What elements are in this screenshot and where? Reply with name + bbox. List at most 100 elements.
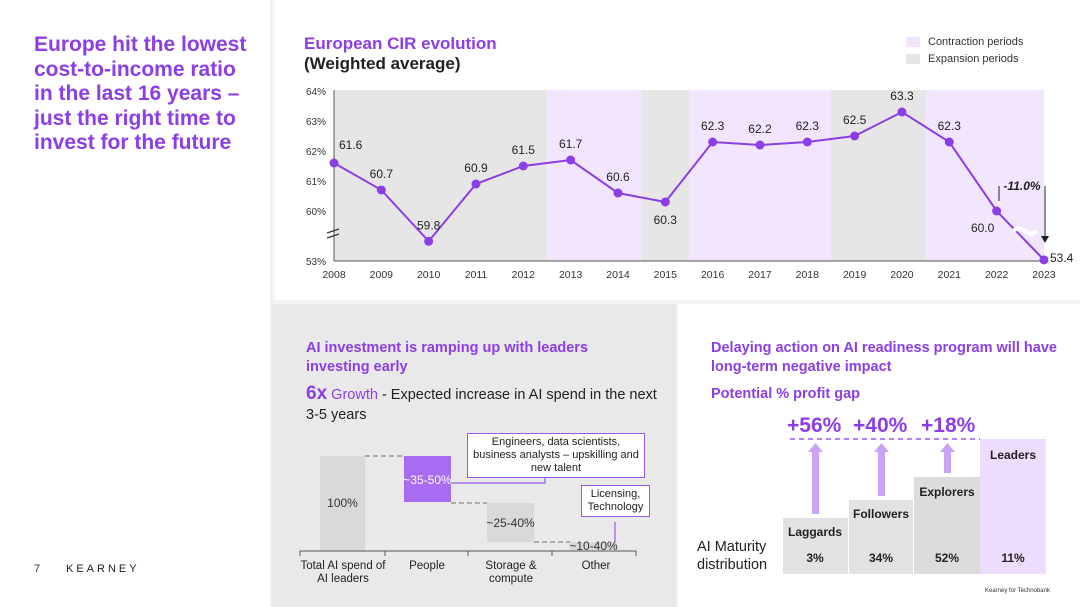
- maturity-bar: [914, 477, 980, 574]
- data-point: [802, 137, 812, 147]
- y-tick-label: 63%: [306, 117, 326, 128]
- gap-arrow-shaft: [812, 452, 819, 514]
- data-label: 60.7: [370, 167, 394, 181]
- data-label: 62.3: [796, 119, 820, 133]
- share-laggards: 3%: [806, 551, 824, 565]
- waterfall-value-label: ~25-40%: [486, 516, 535, 530]
- growth-multiplier: 6x: [306, 383, 328, 404]
- other-callout: Licensing, Technology: [581, 485, 650, 517]
- x-tick-label: 2018: [796, 269, 820, 281]
- brand-logo: KEARNEY: [66, 563, 140, 575]
- legend-contraction: Contraction periods: [906, 33, 1023, 50]
- gap-arrow-shaft: [944, 452, 951, 473]
- data-label: 63.3: [890, 89, 914, 103]
- data-point: [424, 236, 434, 246]
- maturity-bar: [783, 518, 848, 574]
- axis-break-icon: [326, 228, 340, 239]
- period-band-contraction: [925, 90, 1044, 261]
- ai-investment-title: AI investment is ramping up with leaders…: [306, 340, 589, 375]
- x-tick-label: 2023: [1032, 269, 1056, 281]
- data-label: 60.9: [464, 161, 488, 175]
- cir-chart-subtitle: (Weighted average): [304, 54, 461, 73]
- y-tick-label: 64%: [306, 87, 326, 98]
- change-arrow-icon: [1041, 236, 1049, 243]
- contraction-swatch: [906, 36, 920, 47]
- x-tick-label: 2009: [370, 269, 394, 281]
- x-tick-label: 2016: [701, 269, 725, 281]
- x-tick-label: 2014: [606, 269, 630, 281]
- data-point: [518, 161, 528, 171]
- people-callout: Engineers, data scientists, business ana…: [467, 433, 645, 478]
- data-point: [992, 206, 1002, 216]
- period-band-expansion: [830, 90, 926, 261]
- slide-headline: Europe hit the lowest cost-to-income rat…: [34, 33, 247, 154]
- data-label: 61.7: [559, 137, 583, 151]
- data-point: [755, 140, 765, 150]
- x-tick-label: 2013: [559, 269, 583, 281]
- x-tick-label: 2020: [890, 269, 914, 281]
- data-label: 60.6: [606, 170, 630, 184]
- waterfall-value-label: ~10-40%: [569, 539, 618, 553]
- growth-text: - Expected increase in AI spend in the n…: [306, 387, 657, 423]
- data-label: 61.5: [512, 143, 536, 157]
- wf-category-storage: Storage & compute: [485, 560, 537, 585]
- x-tick-label: 2012: [512, 269, 536, 281]
- maturity-axis-label: AI Maturity distribution: [697, 539, 768, 573]
- gap-arrow-icon: [808, 443, 823, 452]
- share-leaders: 11%: [1001, 551, 1025, 565]
- share-explorers: 52%: [934, 551, 960, 565]
- cir-chart-title: European CIR evolution: [304, 34, 497, 53]
- waterfall-bar: [570, 542, 617, 550]
- maturity-bar: [980, 439, 1046, 574]
- data-point: [897, 107, 907, 117]
- data-point: [613, 188, 623, 198]
- gap-laggards: +56%: [787, 414, 842, 437]
- period-band-expansion: [641, 90, 689, 261]
- data-point: [708, 137, 718, 147]
- cir-series-line: [333, 110, 1045, 261]
- cir-line-chart: 53% 60% 61% 62% 63% 64% 2008 2009 2010 2011 2012 2…: [306, 87, 1074, 281]
- data-label: 62.2: [748, 122, 772, 136]
- data-point: [566, 155, 576, 165]
- data-point: [660, 197, 670, 207]
- gap-arrow-shaft: [878, 452, 885, 496]
- gap-arrow-icon: [874, 443, 889, 452]
- gap-followers: +40%: [853, 414, 908, 437]
- profit-gap-title: Delaying action on AI readiness program …: [711, 340, 1057, 375]
- period-band-contraction: [688, 90, 831, 261]
- ai-spend-waterfall: 100% ~35-50% ~25-40% ~10-40%: [299, 455, 637, 556]
- y-tick-label: 53%: [306, 257, 326, 268]
- maturity-bar: [849, 500, 913, 574]
- tier-followers: Followers: [852, 507, 909, 521]
- data-point: [1039, 255, 1049, 265]
- data-label: 53.4: [1050, 251, 1074, 265]
- waterfall-value-label: 100%: [327, 496, 358, 510]
- x-tick-label: 2019: [843, 269, 867, 281]
- data-label: 59.8: [417, 218, 441, 232]
- gap-arrow-icon: [940, 443, 955, 452]
- data-label: 62.5: [843, 113, 867, 127]
- legend-contraction-label: Contraction periods: [928, 35, 1024, 48]
- data-point: [376, 185, 386, 195]
- data-label: 60.0: [971, 221, 995, 235]
- maturity-chart: [783, 438, 1046, 574]
- x-tick-label: 2015: [654, 269, 678, 281]
- source-note: Kearney for Technobank: [985, 588, 1050, 594]
- waterfall-bar: [404, 456, 451, 502]
- y-tick-label: 60%: [306, 207, 326, 218]
- data-label: 61.6: [339, 138, 363, 152]
- data-point: [944, 137, 954, 147]
- x-tick-label: 2017: [748, 269, 772, 281]
- data-point: [471, 179, 481, 189]
- wf-category-people: People: [409, 560, 445, 572]
- x-tick-label: 2011: [465, 269, 488, 281]
- data-label: 62.3: [938, 119, 962, 133]
- waterfall-bar: [320, 456, 365, 551]
- x-tick-label: 2010: [417, 269, 441, 281]
- share-followers: 34%: [868, 551, 894, 565]
- growth-statement: 6x Growth - Expected increase in AI spen…: [306, 384, 666, 425]
- y-tick-label: 61%: [306, 177, 326, 188]
- profit-gap-subtitle: Potential % profit gap: [711, 386, 861, 402]
- y-tick-label: 62%: [306, 147, 326, 158]
